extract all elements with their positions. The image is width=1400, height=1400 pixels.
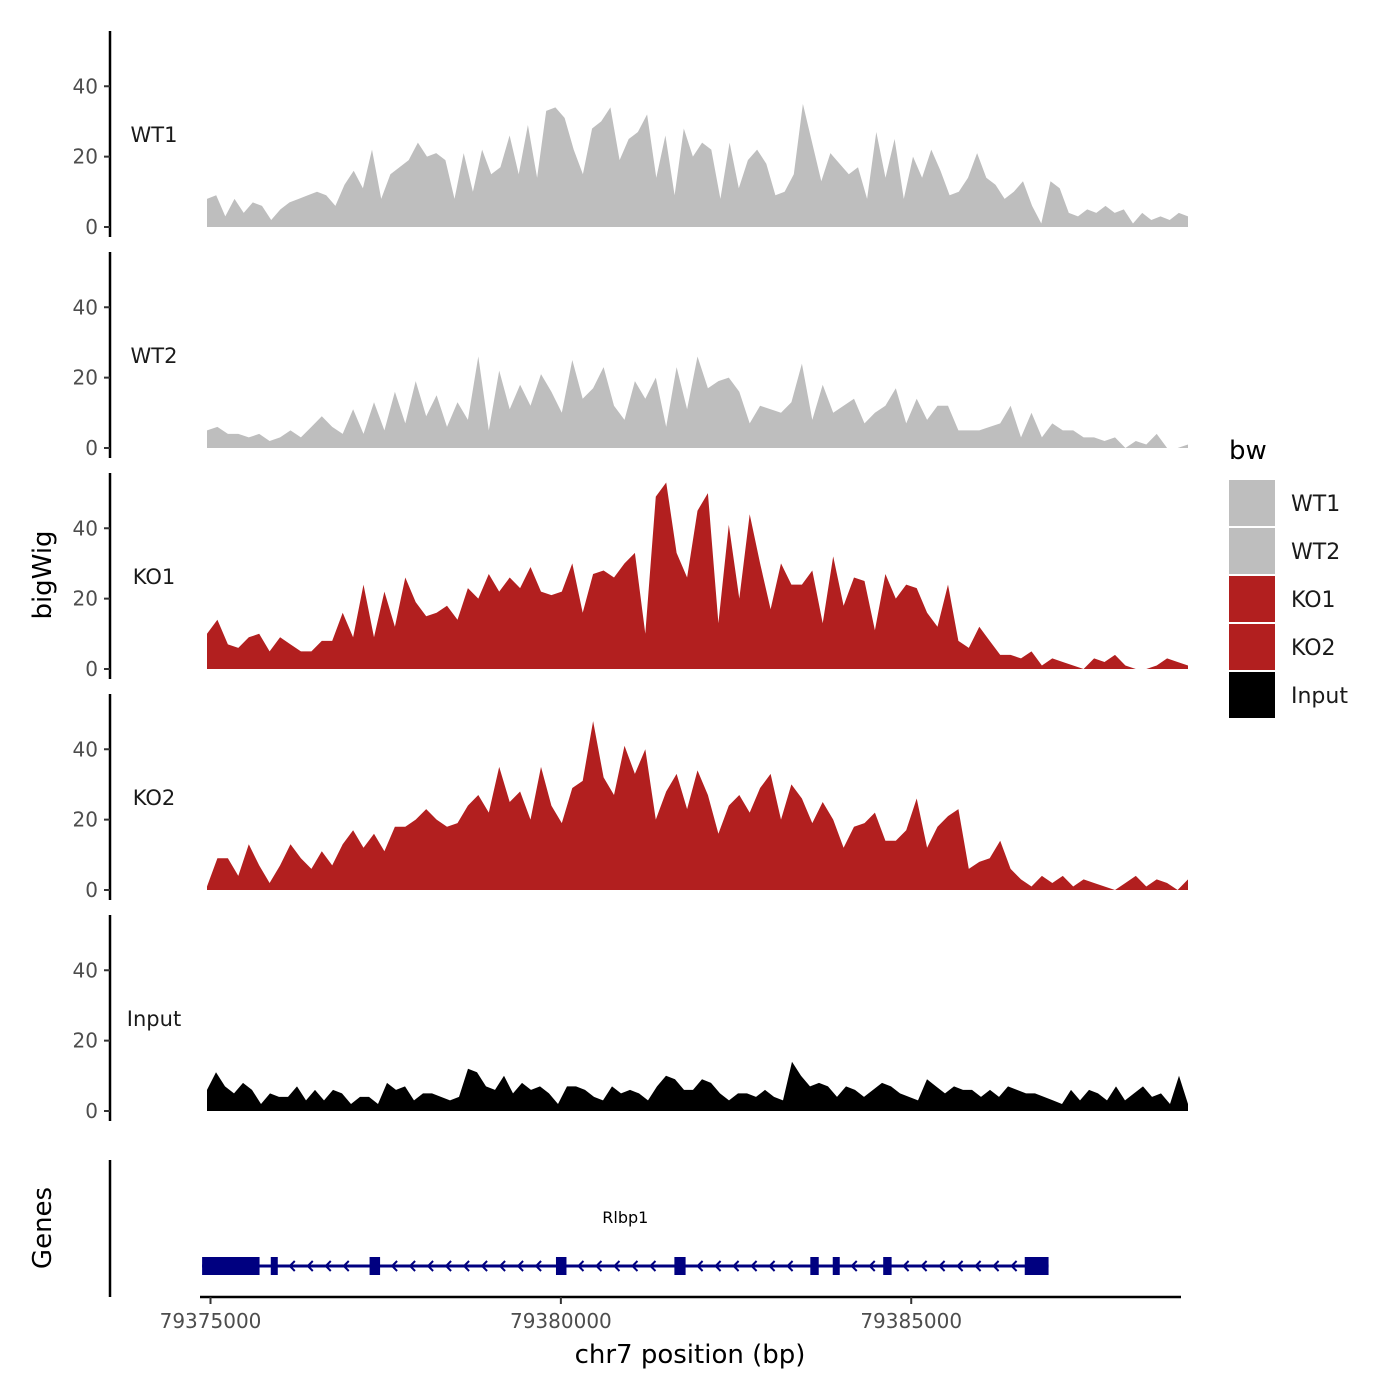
legend-label: Input	[1291, 684, 1348, 709]
track-label: Input	[127, 1007, 181, 1031]
strand-arrow	[613, 1260, 621, 1272]
x-tick-label: 79375000	[160, 1309, 262, 1333]
gene-exon	[883, 1257, 892, 1275]
legend-key-ko2	[1229, 624, 1275, 670]
strand-arrow	[938, 1260, 946, 1272]
y-tick-label: 0	[85, 215, 98, 239]
track-input: 0 20 40 Input	[73, 915, 1188, 1123]
x-axis-title: chr7 position (bp)	[575, 1340, 806, 1370]
y-tick-label: 20	[73, 366, 98, 390]
strand-arrow	[902, 1260, 910, 1272]
strand-arrow	[868, 1260, 876, 1272]
legend-key-input	[1229, 672, 1275, 718]
strand-arrow	[390, 1260, 398, 1272]
track-wt2: 0 20 40 WT2	[73, 252, 1188, 460]
legend: bw WT1 WT2 KO1 KO2 Input	[1229, 436, 1348, 718]
y-tick-label: 40	[73, 737, 98, 761]
y-tick-label: 40	[73, 516, 98, 540]
legend-label: WT2	[1291, 540, 1340, 565]
track-label: WT2	[131, 344, 178, 368]
x-tick-label: 79385000	[860, 1309, 962, 1333]
strand-arrow	[462, 1260, 470, 1272]
strand-arrow	[595, 1260, 603, 1272]
strand-arrow	[956, 1260, 964, 1272]
legend-key-wt2	[1229, 528, 1275, 574]
strand-arrow	[1010, 1260, 1018, 1272]
x-tick-label: 79380000	[510, 1309, 612, 1333]
strand-arrow	[850, 1260, 858, 1272]
signal-area	[207, 1061, 1188, 1111]
strand-arrow	[534, 1260, 542, 1272]
track-label: WT1	[131, 123, 178, 147]
strand-arrow	[920, 1260, 928, 1272]
signal-area	[207, 482, 1188, 669]
gene-exon	[1024, 1257, 1049, 1275]
strand-arrow	[288, 1260, 296, 1272]
signal-area	[207, 103, 1188, 227]
y-tick-label: 40	[73, 958, 98, 982]
strand-arrow	[696, 1260, 704, 1272]
y-tick-label: 20	[73, 145, 98, 169]
gene-exon	[555, 1257, 567, 1275]
strand-arrow	[768, 1260, 776, 1272]
strand-arrow	[480, 1260, 488, 1272]
strand-arrow	[649, 1260, 657, 1272]
track-ko1: 0 20 40 KO1	[73, 473, 1188, 681]
y-tick-label: 20	[73, 808, 98, 832]
signal-area	[207, 721, 1188, 890]
track-label: KO1	[133, 565, 176, 589]
gene-exon	[810, 1257, 819, 1275]
strand-arrow	[992, 1260, 1000, 1272]
y-tick-label: 0	[85, 657, 98, 681]
gene-name-label: Rlbp1	[602, 1208, 648, 1227]
strand-arrow	[444, 1260, 452, 1272]
genes-track-title: Genes	[28, 1187, 58, 1269]
strand-arrow	[306, 1260, 314, 1272]
signal-tracks: 0 20 40 WT1 0 20 40 WT2 0 20 40 KO1 0 20 40 KO2 0 20 40 Inp…	[73, 31, 1188, 1123]
strand-arrow	[516, 1260, 524, 1272]
strand-arrow	[786, 1260, 794, 1272]
y-tick-label: 40	[73, 295, 98, 319]
y-tick-label: 20	[73, 1029, 98, 1053]
strand-arrow	[732, 1260, 740, 1272]
y-axis-title: bigWig	[28, 530, 58, 619]
strand-arrow	[342, 1260, 350, 1272]
track-wt1: 0 20 40 WT1	[73, 31, 1188, 239]
strand-arrow	[426, 1260, 434, 1272]
y-tick-label: 40	[73, 74, 98, 98]
track-ko2: 0 20 40 KO2	[73, 694, 1188, 902]
gene-exon	[832, 1257, 840, 1275]
strand-arrow	[408, 1260, 416, 1272]
strand-arrow	[577, 1260, 585, 1272]
track-label: KO2	[133, 786, 176, 810]
strand-arrow	[631, 1260, 639, 1272]
strand-arrow	[714, 1260, 722, 1272]
legend-label: WT1	[1291, 492, 1340, 517]
y-tick-label: 0	[85, 878, 98, 902]
gene-track: Rlbp1	[108, 1160, 1049, 1297]
strand-arrow	[750, 1260, 758, 1272]
signal-area	[207, 356, 1188, 448]
legend-label: KO2	[1291, 636, 1336, 661]
strand-arrow	[498, 1260, 506, 1272]
y-tick-label: 20	[73, 587, 98, 611]
y-tick-label: 0	[85, 436, 98, 460]
legend-title: bw	[1229, 436, 1267, 466]
y-tick-label: 0	[85, 1099, 98, 1123]
legend-label: KO1	[1291, 588, 1336, 613]
gene-exon	[674, 1257, 686, 1275]
legend-key-ko1	[1229, 576, 1275, 622]
legend-key-wt1	[1229, 480, 1275, 526]
gene-exon	[202, 1257, 260, 1275]
x-axis: 79375000 79380000 79385000	[160, 1295, 1181, 1333]
strand-arrow	[974, 1260, 982, 1272]
strand-arrow	[324, 1260, 332, 1272]
gene-exon	[369, 1257, 381, 1275]
gene-exon	[270, 1257, 278, 1275]
